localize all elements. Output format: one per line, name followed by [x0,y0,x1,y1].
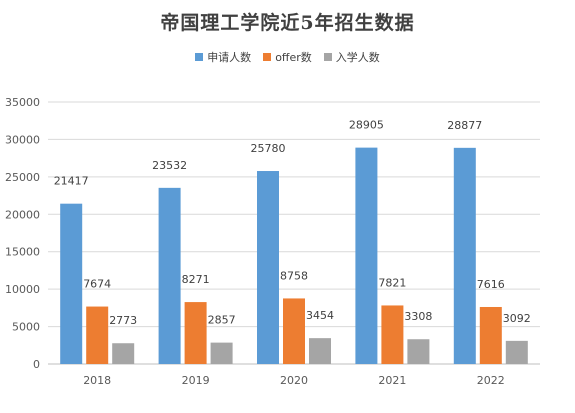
legend-label: offer数 [275,51,312,64]
legend-item: 入学人数 [323,49,380,65]
y-tick-label: 5000 [12,321,40,334]
legend-item: offer数 [263,49,312,65]
bar [407,339,430,364]
data-label: 28905 [349,119,384,132]
data-label: 25780 [251,142,286,155]
data-label: 2857 [208,314,236,327]
y-tick-label: 15000 [5,246,40,259]
x-tick-label: 2018 [83,374,111,387]
data-label: 8271 [182,273,210,286]
y-tick-label: 25000 [5,171,40,184]
data-label: 3308 [404,310,432,323]
data-label: 21417 [54,175,89,188]
data-label: 7821 [378,276,406,289]
x-tick-label: 2020 [280,374,308,387]
bar [505,340,528,364]
bar [112,343,135,364]
y-tick-label: 0 [33,358,40,371]
bar [283,298,305,364]
legend-swatch [263,53,272,61]
bar [86,306,109,364]
data-label: 7674 [83,278,111,291]
x-tick-label: 2022 [477,374,505,387]
y-tick-label: 35000 [5,96,40,109]
bar [257,171,279,364]
bar [210,342,233,364]
legend: 申请人数 offer数 入学人数 [0,49,575,65]
y-tick-label: 10000 [5,283,40,296]
data-label: 8758 [280,269,308,282]
chart-title: 帝国理工学院近5年招生数据 [160,12,415,34]
x-tick-label: 2019 [182,374,210,387]
data-label: 3092 [503,312,531,325]
bar [184,302,207,364]
legend-label: 入学人数 [335,51,380,64]
data-label: 3454 [306,309,334,322]
y-tick-label: 30000 [5,133,40,146]
legend-swatch [195,53,204,61]
bar [355,147,378,364]
bar [60,203,83,364]
data-label: 23532 [152,159,187,172]
bar [453,147,476,364]
legend-swatch [323,53,332,61]
data-label: 2773 [109,314,137,327]
bar [381,305,404,364]
data-label: 7616 [477,278,505,291]
data-label: 28877 [447,119,482,132]
y-tick-label: 20000 [5,208,40,221]
x-tick-label: 2021 [378,374,406,387]
legend-label: 申请人数 [207,51,252,64]
bar [309,338,331,364]
bar [479,306,502,364]
bar [158,187,181,364]
legend-item: 申请人数 [195,49,251,65]
